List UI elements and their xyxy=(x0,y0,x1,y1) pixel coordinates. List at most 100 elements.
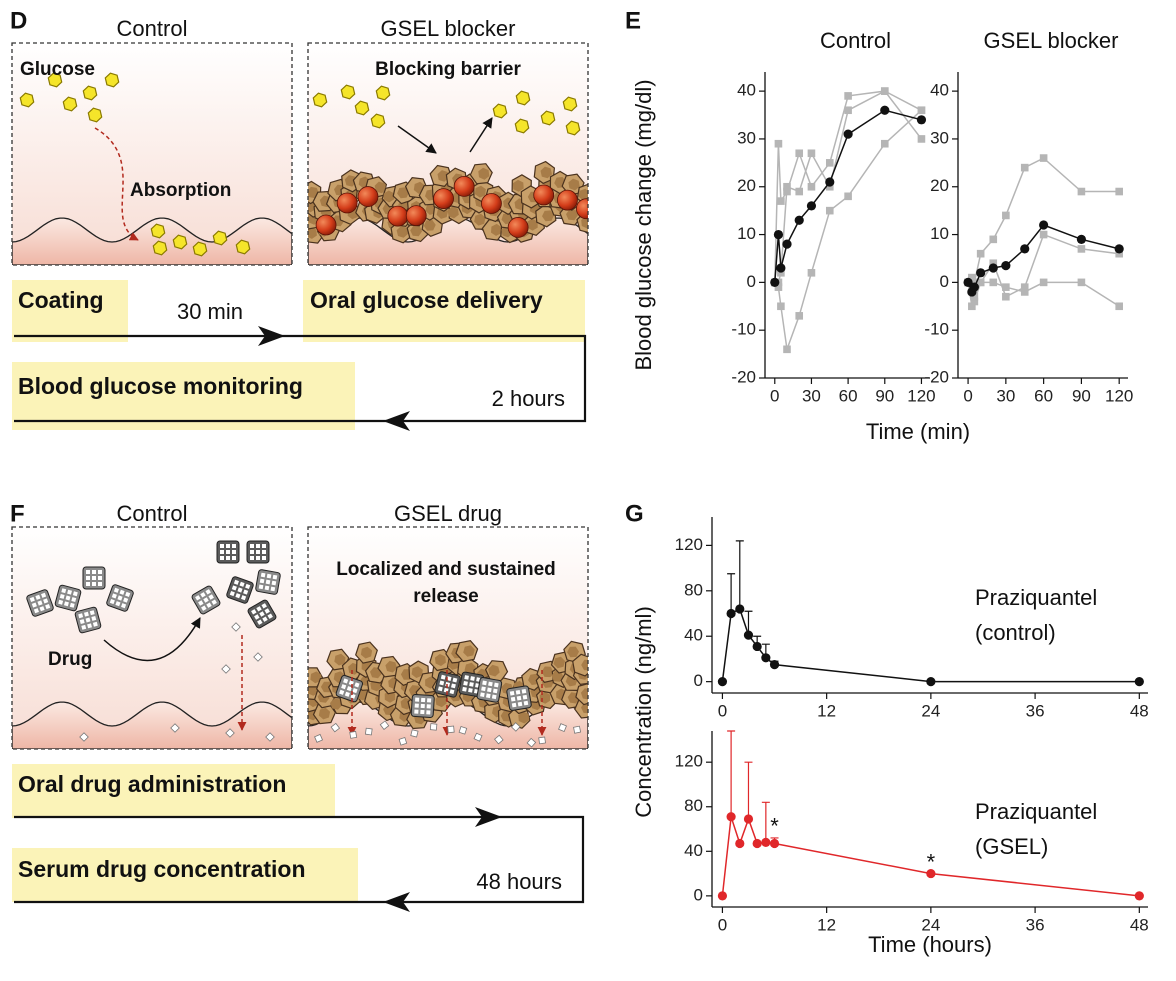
drug-cell xyxy=(226,550,230,554)
drug xyxy=(226,576,254,604)
series-label: Praziquantel xyxy=(975,585,1097,610)
drug-cell xyxy=(67,589,73,595)
series-line xyxy=(774,109,922,350)
drug-cell xyxy=(488,681,493,687)
label: Blocking barrier xyxy=(375,59,521,80)
series-line xyxy=(774,90,922,283)
y-tick-label: 0 xyxy=(940,272,949,291)
particle xyxy=(308,227,317,239)
drug-cell xyxy=(98,576,102,580)
particle xyxy=(551,670,564,682)
sphere xyxy=(336,192,358,214)
drug-cell xyxy=(262,556,266,560)
marker xyxy=(773,229,784,240)
drug-cell xyxy=(414,703,419,708)
drug-cell xyxy=(250,544,254,548)
drug-cell xyxy=(78,613,84,619)
particle xyxy=(581,659,588,671)
drug-cell xyxy=(63,601,69,607)
y-tick-label: -20 xyxy=(731,367,756,386)
y-tick-label: 20 xyxy=(737,176,756,195)
particle xyxy=(82,85,98,101)
drug-cell xyxy=(257,619,263,625)
sphere xyxy=(557,189,578,211)
marker xyxy=(1039,230,1048,239)
y-axis-label: Blood glucose change (mg/dl) xyxy=(631,79,656,370)
x-tick-label: 30 xyxy=(996,386,1015,405)
drug xyxy=(74,606,102,634)
particle xyxy=(542,210,554,222)
drug-cell xyxy=(354,682,360,688)
y-tick-label: 0 xyxy=(694,671,703,690)
particle xyxy=(334,653,346,666)
drug xyxy=(216,540,240,564)
marker xyxy=(769,838,780,849)
particle xyxy=(447,206,459,219)
drug-cell xyxy=(451,683,456,689)
particle xyxy=(434,654,446,666)
marker xyxy=(1020,283,1029,291)
marker xyxy=(843,129,853,139)
drug-cell xyxy=(270,586,276,592)
drug-cell xyxy=(254,614,260,620)
drug-cell xyxy=(115,601,121,607)
drug-cell xyxy=(420,703,425,709)
particle xyxy=(562,96,578,112)
drug-cell xyxy=(346,686,352,692)
particle xyxy=(397,187,409,199)
drug-cell xyxy=(266,573,272,579)
marker xyxy=(807,149,816,158)
small-drug xyxy=(349,730,358,739)
marker xyxy=(777,302,785,311)
box-art xyxy=(12,43,292,265)
drug-cell xyxy=(487,687,492,693)
sphere xyxy=(357,186,379,207)
marker xyxy=(970,297,979,306)
tissue xyxy=(12,217,292,265)
marker xyxy=(752,838,762,849)
drug-cell xyxy=(86,582,90,586)
drug-cell xyxy=(39,606,45,612)
x-tick-label: 48 xyxy=(1130,915,1149,934)
marker xyxy=(1076,234,1087,244)
drug-cell xyxy=(264,585,270,591)
marker xyxy=(825,159,834,167)
small-drug xyxy=(510,722,521,732)
particle xyxy=(330,698,342,710)
drug-cell xyxy=(33,608,39,614)
drug-cell xyxy=(446,676,452,682)
highlight xyxy=(12,764,335,818)
particle xyxy=(515,90,531,106)
particle xyxy=(375,85,391,101)
particle xyxy=(87,107,103,123)
drug-cell xyxy=(91,615,97,621)
arrowhead xyxy=(383,892,410,912)
particle xyxy=(540,166,552,179)
drug-cell xyxy=(37,600,43,606)
arrow xyxy=(103,617,201,662)
particle xyxy=(318,707,331,720)
marker xyxy=(970,278,979,287)
marker xyxy=(735,838,745,849)
drug-cell xyxy=(339,689,345,695)
particle xyxy=(578,188,588,201)
x-tick-label: 36 xyxy=(1026,915,1045,934)
label: release xyxy=(413,586,479,607)
sphere xyxy=(453,176,475,197)
drug xyxy=(255,569,281,595)
marker xyxy=(825,177,835,187)
drug xyxy=(106,584,134,612)
drug-cell xyxy=(125,591,131,597)
drug-cell xyxy=(272,574,278,580)
drug-cell xyxy=(31,602,37,608)
drug-cell xyxy=(415,697,420,702)
marker xyxy=(795,149,804,158)
particle xyxy=(435,695,447,708)
marker xyxy=(880,105,890,115)
chart-title: GSEL blocker xyxy=(984,28,1119,53)
particle xyxy=(566,209,578,221)
drug xyxy=(476,677,503,703)
drug-cell xyxy=(29,596,35,602)
timeline xyxy=(14,334,587,423)
drug-cell xyxy=(220,544,224,548)
